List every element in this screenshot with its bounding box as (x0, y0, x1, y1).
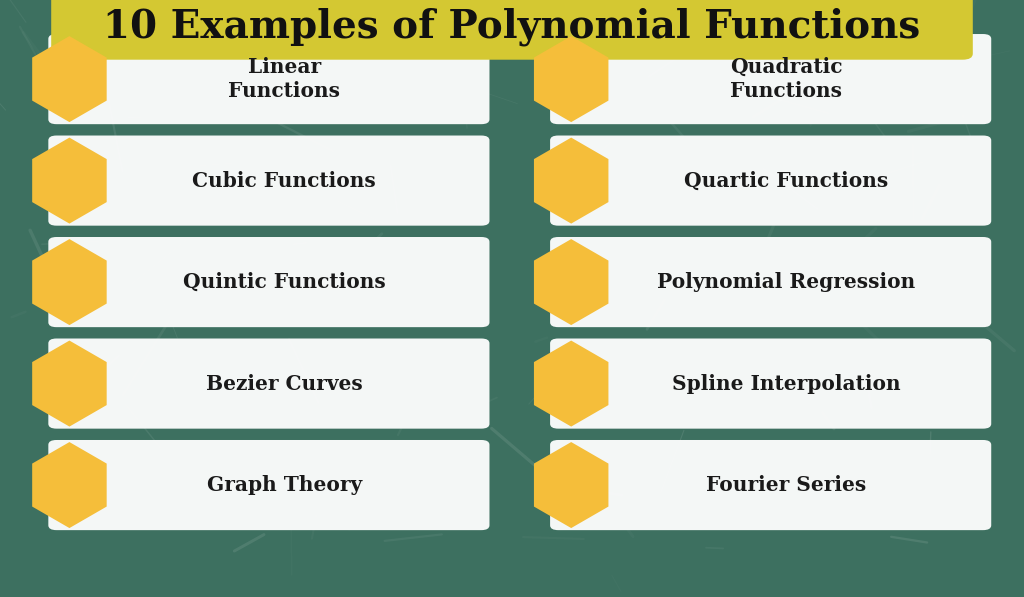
FancyBboxPatch shape (48, 34, 489, 124)
Polygon shape (534, 239, 608, 325)
Text: Quintic Functions: Quintic Functions (183, 272, 386, 292)
FancyBboxPatch shape (48, 338, 489, 429)
Polygon shape (32, 340, 106, 427)
Text: Quadratic
Functions: Quadratic Functions (730, 57, 843, 101)
Text: 10 Examples of Polynomial Functions: 10 Examples of Polynomial Functions (103, 8, 921, 46)
Polygon shape (534, 137, 608, 224)
Polygon shape (32, 36, 106, 122)
Text: Spline Interpolation: Spline Interpolation (672, 374, 900, 393)
FancyBboxPatch shape (48, 440, 489, 530)
FancyBboxPatch shape (51, 0, 973, 60)
FancyBboxPatch shape (550, 34, 991, 124)
Text: Linear
Functions: Linear Functions (228, 57, 340, 101)
Text: Graph Theory: Graph Theory (207, 475, 361, 495)
Polygon shape (534, 36, 608, 122)
Text: Quartic Functions: Quartic Functions (684, 171, 888, 190)
FancyBboxPatch shape (48, 237, 489, 327)
Polygon shape (32, 137, 106, 224)
Text: Cubic Functions: Cubic Functions (193, 171, 376, 190)
Polygon shape (32, 239, 106, 325)
FancyBboxPatch shape (48, 136, 489, 226)
Text: Bezier Curves: Bezier Curves (206, 374, 362, 393)
FancyBboxPatch shape (550, 338, 991, 429)
FancyBboxPatch shape (550, 237, 991, 327)
FancyBboxPatch shape (550, 440, 991, 530)
Text: Polynomial Regression: Polynomial Regression (657, 272, 915, 292)
FancyBboxPatch shape (550, 136, 991, 226)
Text: Fourier Series: Fourier Series (706, 475, 866, 495)
Polygon shape (534, 442, 608, 528)
Polygon shape (534, 340, 608, 427)
Polygon shape (32, 442, 106, 528)
